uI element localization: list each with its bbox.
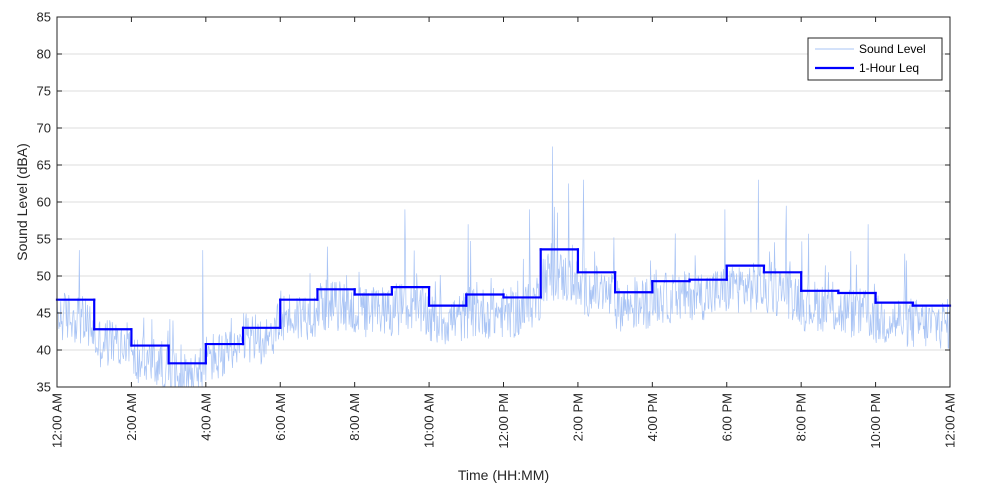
x-tick-label: 6:00 PM [719, 393, 734, 441]
x-tick-label: 12:00 PM [496, 393, 511, 449]
sound-level-line [56, 146, 951, 388]
sound-level-series [56, 146, 951, 388]
x-tick-label: 2:00 PM [570, 393, 585, 441]
y-tick-label: 60 [37, 195, 51, 210]
y-tick-label: 35 [37, 380, 51, 395]
x-axis-title: Time (HH:MM) [458, 467, 549, 483]
legend-label-sound-level: Sound Level [859, 42, 926, 56]
leq-series [55, 248, 952, 365]
x-tick-label: 10:00 AM [422, 393, 437, 448]
y-tick-label: 55 [37, 232, 51, 247]
y-tick-label: 70 [37, 121, 51, 136]
x-tick-label: 12:00 AM [50, 393, 65, 448]
y-tick-label: 50 [37, 269, 51, 284]
x-tick-label: 4:00 PM [645, 393, 660, 441]
legend-box [807, 37, 943, 81]
x-tick-label: 10:00 PM [868, 393, 883, 449]
y-tick-label: 80 [37, 47, 51, 62]
x-tick-label: 2:00 AM [124, 393, 139, 441]
y-tick-label: 65 [37, 158, 51, 173]
y-tick-label: 45 [37, 306, 51, 321]
legend-label-leq: 1-Hour Leq [859, 61, 919, 75]
legend: Sound Level 1-Hour Leq [807, 37, 943, 81]
y-axis-title: Sound Level (dBA) [14, 143, 30, 261]
x-tick-label: 4:00 AM [198, 393, 213, 441]
x-tick-label: 8:00 AM [347, 393, 362, 441]
y-axis: 35 40 45 50 55 60 65 70 75 80 85 [37, 10, 950, 395]
x-tick-label: 8:00 PM [794, 393, 809, 441]
x-tick-label: 6:00 AM [273, 393, 288, 441]
y-tick-label: 75 [37, 84, 51, 99]
y-gridlines [57, 53, 950, 351]
x-axis: 12:00 AM 2:00 AM 4:00 AM 6:00 AM 8:00 AM 10:0… [50, 17, 958, 449]
y-tick-label: 40 [37, 343, 51, 358]
x-tick-label: 12:00 AM [943, 393, 958, 448]
y-tick-label: 85 [37, 10, 51, 25]
